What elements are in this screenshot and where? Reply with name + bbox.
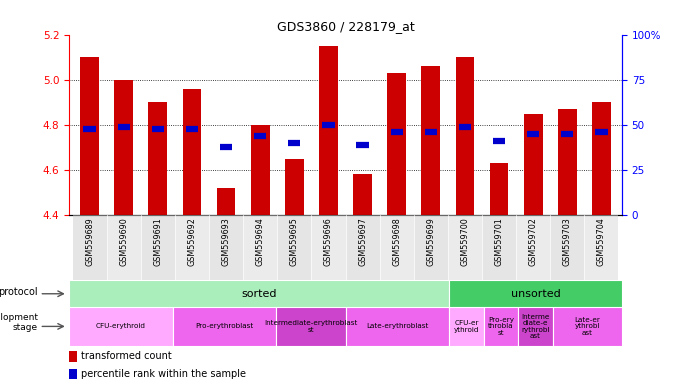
Bar xyxy=(553,307,622,346)
Text: Pro-ery
throbla
st: Pro-ery throbla st xyxy=(488,317,514,336)
Text: GSM559693: GSM559693 xyxy=(222,217,231,266)
Text: Intermediate-erythroblast
st: Intermediate-erythroblast st xyxy=(264,320,358,333)
Bar xyxy=(346,215,379,280)
Bar xyxy=(449,280,622,307)
Bar xyxy=(516,215,550,280)
Bar xyxy=(490,163,509,215)
Bar xyxy=(69,351,77,362)
Bar xyxy=(455,57,474,215)
Bar xyxy=(449,307,484,346)
Text: development stage: development stage xyxy=(0,313,38,332)
Bar xyxy=(558,109,577,215)
Text: protocol: protocol xyxy=(0,287,38,298)
Bar xyxy=(173,307,276,346)
Bar xyxy=(422,66,440,215)
Text: GSM559703: GSM559703 xyxy=(562,217,571,266)
Bar xyxy=(518,307,553,346)
Bar xyxy=(448,215,482,280)
Bar xyxy=(353,174,372,215)
Bar xyxy=(312,215,346,280)
Text: unsorted: unsorted xyxy=(511,289,560,299)
Bar xyxy=(550,215,585,280)
Text: GSM559690: GSM559690 xyxy=(120,217,129,266)
Bar xyxy=(251,125,269,215)
Bar xyxy=(175,215,209,280)
Bar xyxy=(379,215,414,280)
Bar xyxy=(585,215,618,280)
Text: Late-erythroblast: Late-erythroblast xyxy=(366,323,428,329)
Bar xyxy=(73,215,106,280)
Text: CFU-erythroid: CFU-erythroid xyxy=(96,323,146,329)
Text: sorted: sorted xyxy=(241,289,277,299)
Bar xyxy=(277,215,312,280)
Text: GSM559692: GSM559692 xyxy=(187,217,196,266)
Title: GDS3860 / 228179_at: GDS3860 / 228179_at xyxy=(276,20,415,33)
Text: GSM559701: GSM559701 xyxy=(495,217,504,266)
Bar xyxy=(209,215,243,280)
Text: GSM559702: GSM559702 xyxy=(529,217,538,266)
Text: Interme
diate-e
rythrobl
ast: Interme diate-e rythrobl ast xyxy=(521,314,550,339)
Text: GSM559689: GSM559689 xyxy=(85,217,94,266)
Text: CFU-er
ythroid: CFU-er ythroid xyxy=(454,320,479,333)
Bar xyxy=(387,73,406,215)
Bar xyxy=(217,188,236,215)
Text: transformed count: transformed count xyxy=(82,351,172,361)
Text: Pro-erythroblast: Pro-erythroblast xyxy=(196,323,254,329)
Text: GSM559696: GSM559696 xyxy=(324,217,333,266)
Text: GSM559698: GSM559698 xyxy=(392,217,401,266)
Bar xyxy=(114,80,133,215)
Text: Late-er
ythrobl
ast: Late-er ythrobl ast xyxy=(574,317,600,336)
Bar xyxy=(285,159,304,215)
Text: GSM559694: GSM559694 xyxy=(256,217,265,266)
Bar xyxy=(106,215,141,280)
Bar xyxy=(346,307,449,346)
Bar xyxy=(80,57,99,215)
Bar xyxy=(149,102,167,215)
Bar xyxy=(69,369,77,379)
Text: GSM559697: GSM559697 xyxy=(358,217,367,266)
Text: GSM559699: GSM559699 xyxy=(426,217,435,266)
Bar xyxy=(276,307,346,346)
Bar xyxy=(69,280,449,307)
Bar xyxy=(182,89,201,215)
Bar xyxy=(482,215,516,280)
Bar xyxy=(484,307,518,346)
Bar xyxy=(414,215,448,280)
Text: GSM559691: GSM559691 xyxy=(153,217,162,266)
Text: GSM559704: GSM559704 xyxy=(597,217,606,266)
Bar xyxy=(524,114,542,215)
Text: percentile rank within the sample: percentile rank within the sample xyxy=(82,369,246,379)
Bar xyxy=(592,102,611,215)
Bar xyxy=(243,215,277,280)
Bar xyxy=(69,307,173,346)
Bar xyxy=(141,215,175,280)
Text: GSM559700: GSM559700 xyxy=(460,217,469,266)
Bar xyxy=(319,46,338,215)
Text: GSM559695: GSM559695 xyxy=(290,217,299,266)
